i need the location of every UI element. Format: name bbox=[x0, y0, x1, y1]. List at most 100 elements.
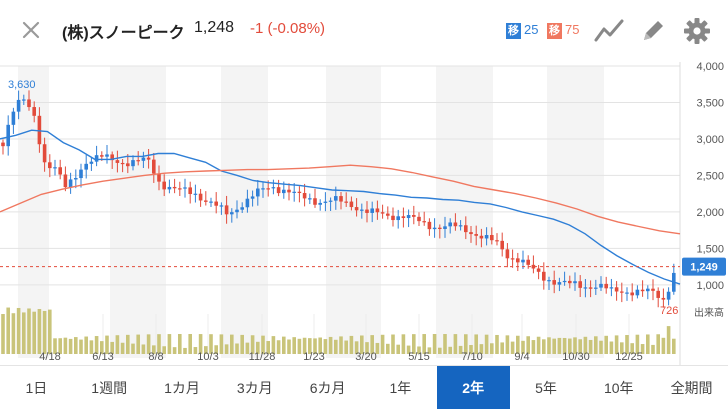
candle-body bbox=[427, 221, 432, 230]
price-chart[interactable]: 4,000 3,500 3,000 2,500 2,000 1,500 1,000 4/18 6… bbox=[0, 62, 728, 371]
x-tick-label: 8/8 bbox=[148, 351, 163, 363]
candle-body bbox=[105, 154, 109, 157]
volume-bar bbox=[89, 340, 94, 354]
candle-body bbox=[412, 215, 416, 217]
volume-bar bbox=[105, 335, 109, 354]
volume-bar bbox=[443, 334, 447, 354]
ma-short-value[interactable]: 25 bbox=[524, 22, 539, 37]
candle-body bbox=[276, 187, 281, 194]
low-label: 726 bbox=[660, 305, 678, 317]
pencil-icon[interactable] bbox=[638, 16, 668, 46]
period-tab-5[interactable]: 1年 bbox=[389, 379, 412, 396]
line-chart-icon[interactable] bbox=[594, 16, 624, 46]
volume-bar bbox=[204, 346, 208, 354]
candle-body bbox=[79, 169, 83, 179]
volume-bar bbox=[620, 342, 624, 354]
volume-bar bbox=[6, 307, 10, 354]
candle-body bbox=[349, 201, 354, 208]
gear-icon[interactable] bbox=[682, 16, 712, 46]
candle-body bbox=[375, 208, 380, 213]
candle-body bbox=[495, 240, 499, 242]
candle-body bbox=[323, 201, 328, 203]
ma-long-value[interactable]: 75 bbox=[565, 22, 580, 37]
candle-body bbox=[588, 287, 593, 289]
candle-body bbox=[183, 187, 187, 189]
candle-body bbox=[1, 142, 5, 147]
candle-body bbox=[42, 144, 47, 163]
volume-bar bbox=[63, 337, 68, 354]
volume-bar bbox=[146, 334, 151, 354]
period-tab-3[interactable]: 3カ月 bbox=[236, 379, 273, 396]
volume-bar bbox=[640, 344, 645, 354]
period-tab-8[interactable]: 10年 bbox=[603, 379, 634, 396]
candle-body bbox=[162, 181, 166, 190]
candle-body bbox=[126, 163, 130, 167]
volume-bar bbox=[100, 341, 104, 354]
volume-bar bbox=[370, 335, 374, 354]
candle-body bbox=[360, 209, 364, 211]
ma-short-badge[interactable]: 移 bbox=[506, 23, 521, 39]
candle-body bbox=[344, 201, 348, 203]
candle-body bbox=[521, 259, 525, 263]
period-tab-9[interactable]: 全期間 bbox=[670, 379, 713, 396]
period-tab-6[interactable]: 2年 bbox=[436, 366, 510, 409]
volume-bar bbox=[672, 338, 676, 354]
volume-bar bbox=[193, 347, 198, 354]
volume-bar bbox=[224, 344, 229, 354]
volume-bar bbox=[141, 344, 146, 354]
period-tab-1[interactable]: 1週間 bbox=[91, 379, 128, 396]
volume-bar bbox=[490, 343, 494, 354]
volume-bar bbox=[48, 309, 52, 354]
period-tab-2[interactable]: 1カ月 bbox=[164, 379, 200, 396]
volume-bar bbox=[583, 336, 588, 354]
candlestick-chart[interactable]: 4,000 3,500 3,000 2,500 2,000 1,500 1,000 4/18 6… bbox=[0, 62, 728, 371]
volume-bar bbox=[58, 338, 62, 354]
candle-body bbox=[401, 216, 406, 219]
stock-name: (株)スノーピーク bbox=[62, 25, 185, 42]
candle-body bbox=[58, 167, 62, 175]
volume-bar bbox=[604, 335, 608, 354]
candle-body bbox=[178, 188, 182, 190]
volume-bar bbox=[599, 340, 603, 354]
y-tick-label: 1,000 bbox=[696, 280, 724, 292]
period-tab-4[interactable]: 6カ月 bbox=[309, 379, 346, 396]
candle-body bbox=[542, 271, 546, 281]
candle-body bbox=[578, 281, 582, 288]
period-tab-0[interactable]: 1日 bbox=[25, 379, 48, 396]
candle-body bbox=[484, 235, 489, 239]
candle-body bbox=[614, 287, 619, 292]
candle-body bbox=[204, 200, 208, 202]
candle-body bbox=[547, 280, 551, 282]
candle-body bbox=[84, 163, 88, 170]
volume-bar bbox=[526, 336, 530, 354]
volume-bar bbox=[500, 342, 504, 354]
candle-body bbox=[308, 198, 312, 200]
candle-body bbox=[48, 162, 52, 169]
y-tick-label: 3,500 bbox=[696, 97, 724, 109]
candle-body bbox=[417, 216, 421, 222]
candle-body bbox=[219, 205, 224, 207]
candle-body bbox=[474, 234, 478, 236]
volume-bar bbox=[302, 337, 307, 354]
candle-body bbox=[386, 213, 390, 216]
close-icon[interactable] bbox=[18, 17, 44, 43]
ma-long-badge[interactable]: 移 bbox=[547, 23, 562, 39]
candle-body bbox=[339, 196, 343, 202]
stock-price: 1,248 bbox=[194, 19, 235, 36]
candle-body bbox=[115, 160, 120, 163]
volume-bar bbox=[458, 345, 463, 354]
x-tick-label: 11/28 bbox=[249, 351, 276, 363]
volume-bar bbox=[614, 335, 619, 354]
stock-change: -1 (-0.08%) bbox=[250, 20, 326, 37]
volume-bar bbox=[318, 337, 322, 354]
volume-bar bbox=[448, 346, 452, 354]
volume-bar bbox=[609, 341, 614, 354]
candle-body bbox=[594, 287, 598, 289]
candle-body bbox=[32, 107, 36, 116]
period-tab-7[interactable]: 5年 bbox=[535, 379, 557, 396]
candle-body bbox=[318, 202, 322, 205]
y-tick-label: 1,500 bbox=[696, 243, 724, 255]
volume-bar bbox=[625, 335, 629, 354]
volume-bar bbox=[661, 337, 666, 354]
candle-body bbox=[609, 287, 614, 289]
